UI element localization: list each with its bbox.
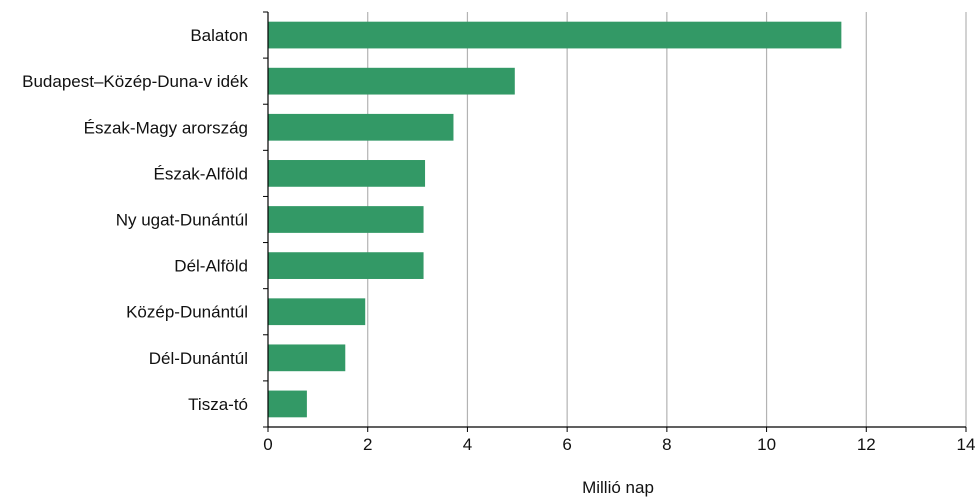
- x-tick-labels: 0 2 4 6 8 10 12 14: [263, 435, 975, 454]
- bars: [268, 21, 842, 418]
- x-tick-label: 4: [463, 435, 472, 454]
- bar: [268, 67, 515, 95]
- category-label: Észak-Alföld: [154, 164, 248, 183]
- category-label: Balaton: [190, 26, 248, 45]
- category-label: Észak-Magy arország: [84, 118, 248, 137]
- bar: [268, 113, 454, 141]
- bar: [268, 298, 366, 326]
- category-label: Budapest–Közép-Duna-v idék: [22, 72, 248, 91]
- x-tick-label: 0: [263, 435, 272, 454]
- category-label: Közép-Dunántúl: [126, 303, 248, 322]
- x-tick-label: 6: [562, 435, 571, 454]
- category-label: Dél-Alföld: [174, 257, 248, 276]
- x-tick-label: 12: [857, 435, 876, 454]
- x-tick-label: 2: [363, 435, 372, 454]
- bar: [268, 206, 424, 233]
- bar: [268, 21, 842, 49]
- category-label: Tisza-tó: [188, 395, 248, 414]
- bar: [268, 160, 426, 187]
- x-tick-label: 8: [662, 435, 671, 454]
- x-tick-label: 14: [957, 435, 976, 454]
- axes: [263, 11, 967, 432]
- bar: [268, 390, 307, 418]
- category-labels: Balaton Budapest–Közép-Duna-v idék Észak-M…: [22, 26, 248, 414]
- bar: [268, 252, 424, 279]
- x-tick-label: 10: [757, 435, 776, 454]
- bar: [268, 344, 346, 372]
- category-label: Ny ugat-Dunántúl: [116, 211, 248, 230]
- category-label: Dél-Dunántúl: [149, 349, 248, 368]
- x-axis-title: Millió nap: [582, 478, 654, 497]
